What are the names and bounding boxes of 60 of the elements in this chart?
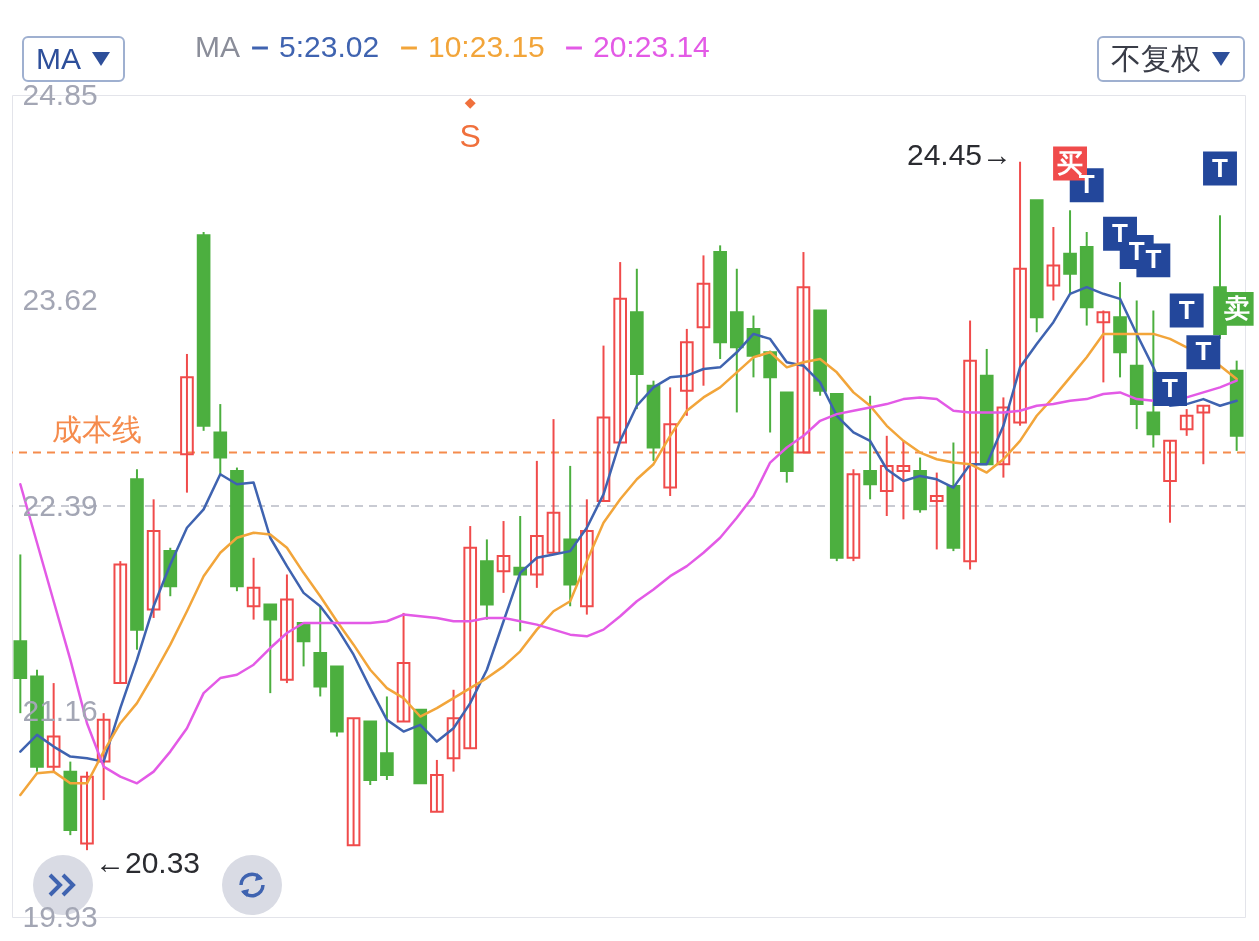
candlestick [346, 717, 361, 847]
candlestick [963, 319, 977, 571]
y-tick-label: 24.85 [22, 77, 98, 111]
candlestick [929, 471, 944, 551]
candlestick [96, 712, 111, 802]
candlestick [263, 603, 278, 695]
text: 不复权 [1111, 40, 1201, 77]
candlestick [180, 352, 194, 494]
text: MA [36, 42, 81, 76]
data-label: 卖 [1223, 292, 1250, 323]
point [464, 97, 476, 109]
data-label: T [1128, 236, 1145, 267]
candlestick [1046, 225, 1061, 302]
legend-label: 20:23.14 [593, 30, 710, 63]
candlestick [1146, 309, 1161, 449]
data-label: T [1212, 152, 1229, 183]
candlestick [380, 695, 394, 781]
data-label: T [1195, 336, 1212, 367]
annotation: ←20.33 [94, 846, 201, 880]
candlestick [113, 560, 128, 685]
y-tick-label: 19.93 [22, 899, 98, 933]
legend-label: 10:23.15 [428, 30, 545, 63]
candlestick [530, 459, 544, 589]
candlestick [246, 556, 261, 621]
candlestick [863, 394, 877, 501]
candlestick [1096, 309, 1111, 384]
candlestick [80, 770, 94, 852]
candlestick [463, 525, 478, 750]
candlestick [1013, 160, 1027, 427]
candlestick [546, 418, 561, 556]
candlestick [496, 520, 511, 594]
candlestick [580, 498, 594, 616]
data-label: T [1112, 217, 1129, 248]
candlestick [1179, 408, 1194, 437]
candlestick [596, 344, 611, 502]
annotation: 24.45→ [906, 137, 1013, 171]
y-tick-label: 23.62 [22, 283, 98, 316]
candlestick [1063, 209, 1077, 295]
candlestick [996, 396, 1011, 479]
candlestick [696, 254, 711, 387]
data-label: T [1178, 294, 1195, 325]
candlestick [846, 468, 861, 563]
data-label: S [459, 118, 481, 155]
data-label: T [1145, 244, 1162, 275]
candlestick [896, 439, 911, 521]
candlestick [879, 434, 894, 518]
ref-line-label: 成本线 [52, 412, 142, 446]
candlestick [446, 688, 461, 773]
candlestick [613, 261, 627, 444]
candlestick [1163, 439, 1177, 524]
candlestick [280, 573, 294, 685]
candlestick [663, 386, 677, 497]
candlestick [796, 251, 811, 454]
candlestick [146, 498, 161, 619]
data-label: T [1162, 373, 1179, 404]
candlestick [679, 327, 694, 417]
legend-label: 5:23.02 [279, 30, 380, 63]
legend-title: MA [195, 30, 240, 63]
candlestick [430, 758, 444, 813]
candlestick [1196, 404, 1211, 466]
